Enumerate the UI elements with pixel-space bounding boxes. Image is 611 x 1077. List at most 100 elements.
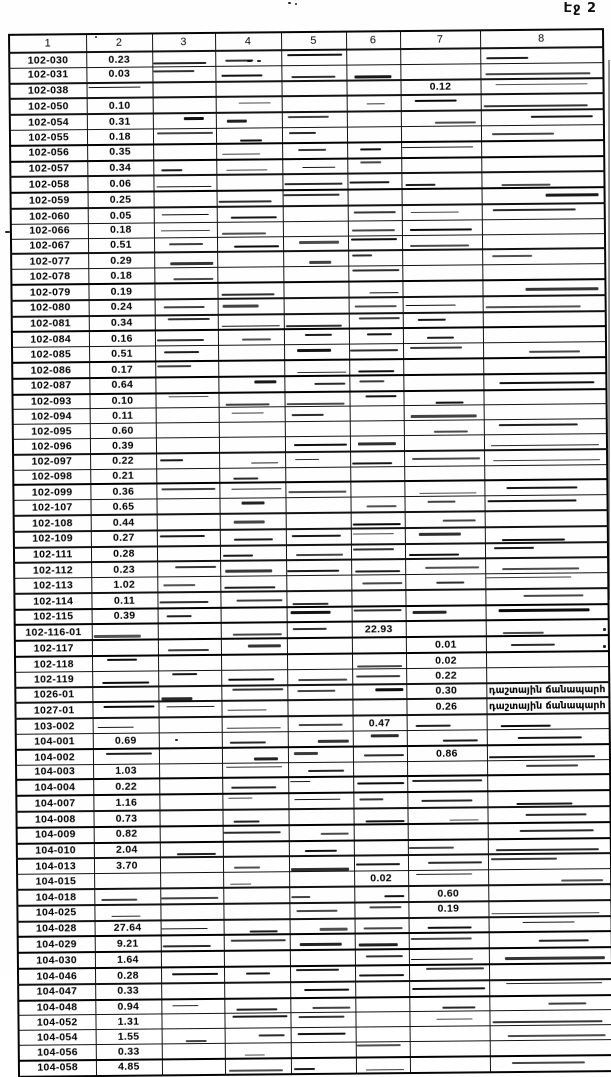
cell-c4 bbox=[219, 482, 286, 499]
cell-c3 bbox=[156, 529, 220, 546]
scan-streak bbox=[254, 380, 277, 384]
cell-c2 bbox=[92, 717, 159, 734]
scan-streak bbox=[491, 132, 554, 136]
cell-c4 bbox=[221, 731, 288, 748]
cell-c2: 0.11 bbox=[91, 592, 158, 609]
scan-streak bbox=[490, 857, 557, 861]
cell-c3 bbox=[155, 345, 219, 362]
cell-c8 bbox=[484, 448, 608, 466]
scan-streak bbox=[228, 678, 274, 681]
cell-c6 bbox=[355, 1026, 410, 1043]
cell-c3 bbox=[160, 919, 224, 936]
cell-c2: 0.18 bbox=[88, 268, 155, 285]
cell-c4 bbox=[224, 981, 291, 999]
cell-c2 bbox=[91, 655, 159, 672]
scan-speck bbox=[175, 739, 178, 741]
cell-c6 bbox=[346, 111, 401, 128]
cell-c8 bbox=[488, 899, 611, 917]
scan-streak bbox=[298, 1015, 345, 1018]
cell-c8 bbox=[487, 837, 611, 855]
cell-c2: 2.04 bbox=[93, 842, 160, 859]
cell-c1: 102-086 bbox=[12, 362, 90, 379]
cell-c3 bbox=[154, 267, 218, 284]
scan-streak bbox=[283, 193, 340, 197]
scan-streak bbox=[228, 1069, 284, 1073]
header-cell-5: 5 bbox=[281, 31, 347, 51]
header-cell-7: 7 bbox=[400, 30, 481, 50]
cell-c4 bbox=[217, 282, 284, 299]
cell-c4 bbox=[219, 467, 286, 484]
scan-streak bbox=[233, 820, 260, 823]
cell-c4 bbox=[220, 575, 287, 592]
scan-streak bbox=[291, 867, 350, 871]
header-cell-4: 4 bbox=[215, 32, 282, 51]
cell-c5 bbox=[281, 49, 347, 66]
header-cell-6: 6 bbox=[346, 31, 401, 50]
scan-streak bbox=[287, 53, 343, 56]
cell-c4 bbox=[217, 313, 284, 331]
cell-c6 bbox=[348, 296, 403, 314]
cell-c8 bbox=[483, 341, 607, 359]
scan-streak bbox=[484, 103, 588, 108]
cell-c7: 0.26 bbox=[406, 698, 487, 716]
cell-c4 bbox=[222, 762, 289, 779]
scan-streak bbox=[358, 370, 395, 373]
scan-streak bbox=[230, 216, 277, 219]
cell-c7 bbox=[403, 374, 484, 391]
scan-streak bbox=[369, 906, 402, 909]
cell-c7 bbox=[405, 558, 486, 575]
cell-c8: դաշտային ճանապարհ bbox=[486, 697, 610, 715]
scan-streak bbox=[299, 240, 339, 244]
scan-streak bbox=[292, 602, 329, 606]
scan-streak bbox=[364, 753, 405, 757]
cell-c8 bbox=[489, 978, 611, 996]
scan-streak bbox=[167, 615, 192, 618]
cell-c2 bbox=[91, 639, 158, 657]
cell-c1: 102-111 bbox=[13, 546, 92, 564]
cell-c4 bbox=[222, 809, 289, 826]
scan-streak bbox=[507, 1033, 606, 1038]
scan-streak bbox=[506, 486, 578, 489]
cell-c8 bbox=[486, 713, 610, 730]
scan-streak bbox=[298, 148, 327, 152]
cell-c8 bbox=[484, 479, 608, 496]
cell-c7 bbox=[403, 405, 484, 421]
cell-c8 bbox=[485, 603, 609, 621]
scan-streak bbox=[436, 1017, 473, 1020]
scan-streak bbox=[258, 1034, 285, 1037]
cell-c5 bbox=[281, 95, 347, 113]
scan-streak bbox=[230, 938, 286, 942]
cell-c5 bbox=[281, 111, 347, 128]
cell-c1: 102-038 bbox=[9, 82, 87, 100]
cell-c3 bbox=[156, 452, 220, 469]
cell-c4 bbox=[218, 375, 285, 393]
scan-streak bbox=[349, 181, 390, 184]
scan-streak bbox=[495, 848, 599, 851]
scan-streak bbox=[231, 688, 284, 691]
cell-c2: 0.10 bbox=[86, 97, 153, 115]
cell-c3 bbox=[152, 66, 216, 83]
cell-c8 bbox=[480, 62, 604, 79]
scan-streak bbox=[223, 831, 281, 835]
scan-streak bbox=[375, 688, 404, 691]
cell-c7: 0.30 bbox=[406, 682, 487, 700]
scan-streak bbox=[156, 185, 212, 188]
scan-streak bbox=[449, 819, 479, 821]
scan-speck bbox=[603, 628, 606, 631]
cell-c1: 104-002 bbox=[15, 748, 94, 765]
cell-c8 bbox=[484, 494, 608, 512]
scan-streak bbox=[410, 414, 477, 418]
scan-streak bbox=[156, 365, 192, 367]
cell-c1: 102-060 bbox=[10, 208, 88, 225]
cell-c4 bbox=[224, 1013, 291, 1029]
cell-c8 bbox=[489, 1010, 611, 1026]
cell-c7 bbox=[404, 511, 485, 528]
cell-c3 bbox=[152, 128, 217, 145]
scan-streak bbox=[498, 381, 595, 385]
cell-c4 bbox=[219, 451, 286, 468]
cell-c6 bbox=[354, 917, 409, 934]
cell-c4 bbox=[215, 65, 282, 82]
scan-streak bbox=[352, 548, 395, 551]
scan-streak bbox=[366, 1068, 404, 1071]
scan-streak bbox=[286, 324, 342, 328]
